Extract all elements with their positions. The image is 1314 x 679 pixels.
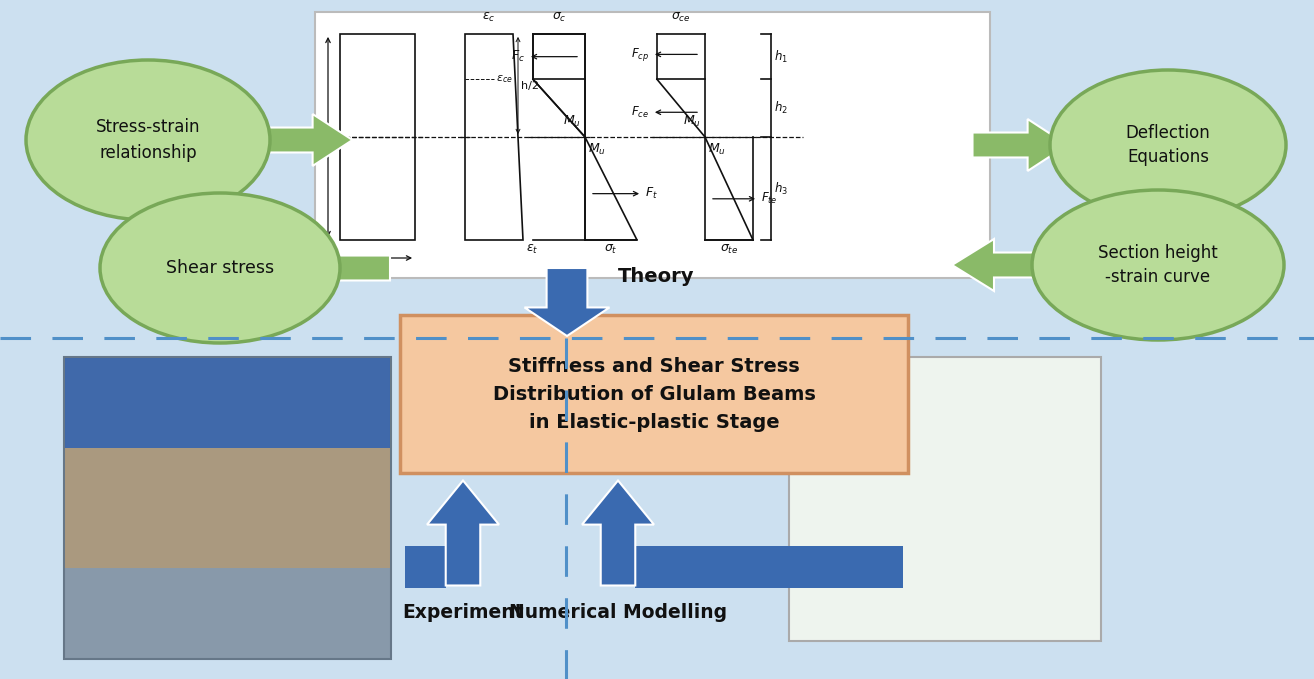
Text: $\sigma_t$: $\sigma_t$ bbox=[604, 243, 618, 256]
Text: $F_{cp}$: $F_{cp}$ bbox=[631, 46, 649, 63]
Polygon shape bbox=[427, 481, 499, 585]
Text: Numerical Modelling: Numerical Modelling bbox=[509, 603, 727, 622]
Text: $\sigma_{ce}$: $\sigma_{ce}$ bbox=[671, 11, 691, 24]
Text: Stress-strain
relationship: Stress-strain relationship bbox=[96, 119, 200, 162]
Ellipse shape bbox=[100, 193, 340, 343]
FancyBboxPatch shape bbox=[64, 357, 392, 659]
Text: $M_u$: $M_u$ bbox=[683, 114, 700, 129]
Text: $h_2$: $h_2$ bbox=[774, 100, 788, 116]
Bar bbox=[635, 546, 903, 587]
FancyBboxPatch shape bbox=[788, 357, 1101, 641]
Text: $F_c$: $F_c$ bbox=[511, 49, 526, 65]
Text: $F_{ce}$: $F_{ce}$ bbox=[631, 105, 649, 120]
Polygon shape bbox=[953, 239, 1053, 291]
Text: $\varepsilon_c$: $\varepsilon_c$ bbox=[482, 11, 495, 24]
Text: $\varepsilon_t$: $\varepsilon_t$ bbox=[526, 243, 539, 256]
Text: Deflection
Equations: Deflection Equations bbox=[1126, 124, 1210, 166]
Text: Experiment: Experiment bbox=[402, 603, 524, 622]
Text: $M_u$: $M_u$ bbox=[587, 142, 606, 157]
Polygon shape bbox=[524, 268, 610, 336]
Text: $M_u$: $M_u$ bbox=[564, 114, 581, 129]
Bar bbox=[64, 448, 390, 568]
Text: $h_1$: $h_1$ bbox=[774, 49, 788, 65]
Text: $F_t$: $F_t$ bbox=[645, 186, 658, 201]
Polygon shape bbox=[582, 481, 654, 585]
Text: $\varepsilon_{ce}$: $\varepsilon_{ce}$ bbox=[497, 73, 512, 86]
Bar bbox=[340, 34, 415, 240]
Text: $F_{te}$: $F_{te}$ bbox=[761, 191, 778, 206]
FancyBboxPatch shape bbox=[399, 315, 908, 473]
Text: $h_3$: $h_3$ bbox=[774, 181, 788, 196]
Text: h/2: h/2 bbox=[520, 81, 539, 90]
Bar bbox=[405, 546, 445, 587]
Ellipse shape bbox=[1050, 70, 1286, 220]
Polygon shape bbox=[972, 119, 1067, 171]
FancyBboxPatch shape bbox=[315, 12, 989, 278]
Bar bbox=[64, 358, 390, 448]
Polygon shape bbox=[258, 114, 352, 166]
Text: Shear stress: Shear stress bbox=[166, 259, 275, 277]
Polygon shape bbox=[290, 242, 390, 294]
Text: $\sigma_c$: $\sigma_c$ bbox=[552, 11, 566, 24]
Text: b: b bbox=[373, 270, 381, 283]
Text: Section height
-strain curve: Section height -strain curve bbox=[1099, 244, 1218, 287]
Text: $M_u$: $M_u$ bbox=[708, 142, 725, 157]
Ellipse shape bbox=[26, 60, 269, 220]
Text: Theory: Theory bbox=[618, 266, 695, 285]
Text: h: h bbox=[315, 130, 323, 143]
Text: Stiffness and Shear Stress
Distribution of Glulam Beams
in Elastic-plastic Stage: Stiffness and Shear Stress Distribution … bbox=[493, 356, 816, 431]
Ellipse shape bbox=[1031, 190, 1284, 340]
Text: $\sigma_{te}$: $\sigma_{te}$ bbox=[720, 243, 738, 256]
